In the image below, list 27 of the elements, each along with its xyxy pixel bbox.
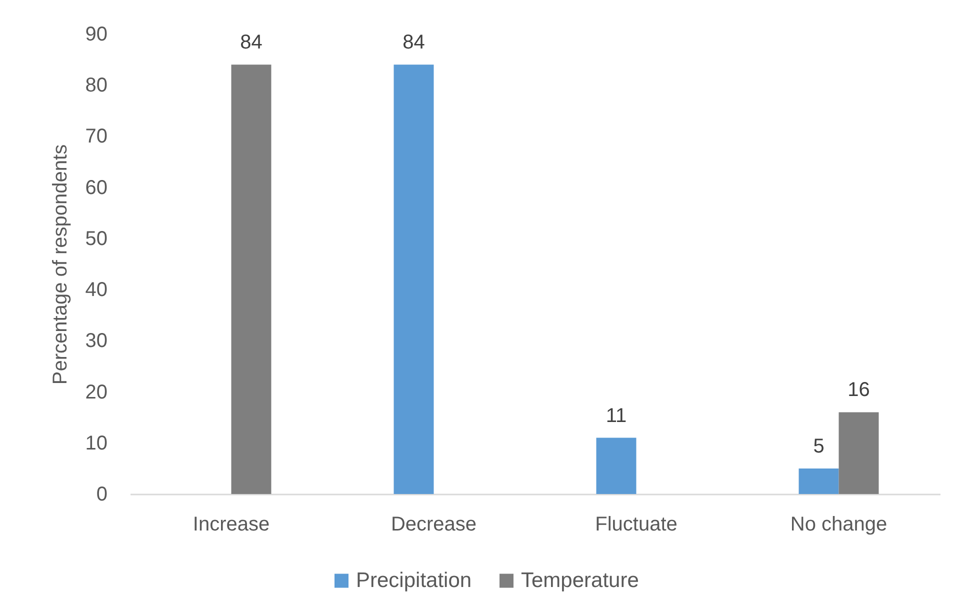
y-tick-label: 10 [85, 432, 108, 454]
data-label: 84 [240, 32, 262, 54]
bar [838, 412, 879, 494]
y-tick-label: 80 [85, 74, 108, 97]
legend-label: Temperature [521, 568, 639, 592]
data-label: 16 [848, 379, 870, 402]
y-tick-label: 20 [85, 381, 108, 404]
bar [798, 468, 839, 494]
data-label: 5 [813, 435, 824, 458]
bar [394, 64, 434, 494]
y-tick-label: 60 [85, 176, 108, 199]
y-axis-title: Percentage of respondents [50, 144, 72, 385]
y-tick-label: 0 [96, 484, 108, 506]
y-tick-label: 70 [85, 126, 108, 148]
bar [231, 64, 272, 494]
x-tick-label: Fluctuate [595, 514, 678, 536]
y-tick-label: 50 [85, 228, 108, 250]
data-label: 11 [606, 404, 627, 427]
bar [596, 438, 636, 494]
y-tick-label: 90 [85, 24, 108, 46]
x-tick-label: Increase [192, 514, 270, 536]
legend-label: Precipitation [356, 568, 472, 592]
x-tick-label: Decrease [390, 514, 477, 536]
y-tick-label: 40 [85, 279, 108, 302]
x-tick-label: No change [790, 514, 888, 536]
data-label: 84 [402, 32, 425, 54]
y-tick-label: 30 [85, 330, 108, 352]
